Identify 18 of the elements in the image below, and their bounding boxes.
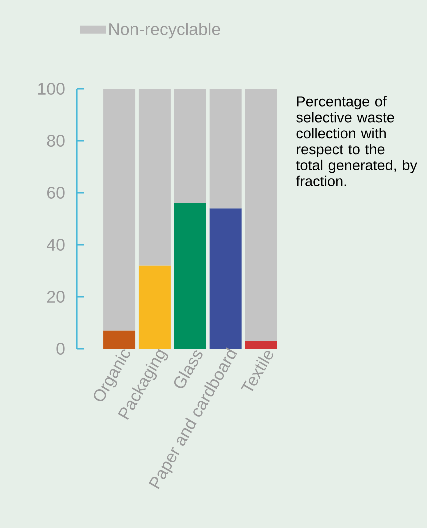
text: Percentage of selective waste collection with respect to the total generated, by fraction. [296, 96, 418, 186]
bar [210, 208, 242, 349]
bar [174, 203, 206, 349]
bar [104, 88, 136, 331]
y-tick-label: 20 [48, 291, 65, 303]
y-tick-label: 100 [38, 83, 65, 95]
legend-label: Non-recyclable [110, 22, 220, 39]
bar [138, 88, 171, 266]
bar [104, 330, 136, 349]
y-tick-label: 0 [56, 343, 65, 355]
bar [245, 88, 278, 342]
y-tick-label: 80 [47, 135, 65, 147]
y-tick-label: 60 [48, 187, 65, 199]
bar [138, 266, 171, 349]
bar [210, 88, 242, 209]
bar [174, 88, 206, 204]
y-tick-label: 40 [47, 239, 65, 251]
bar [245, 341, 278, 349]
